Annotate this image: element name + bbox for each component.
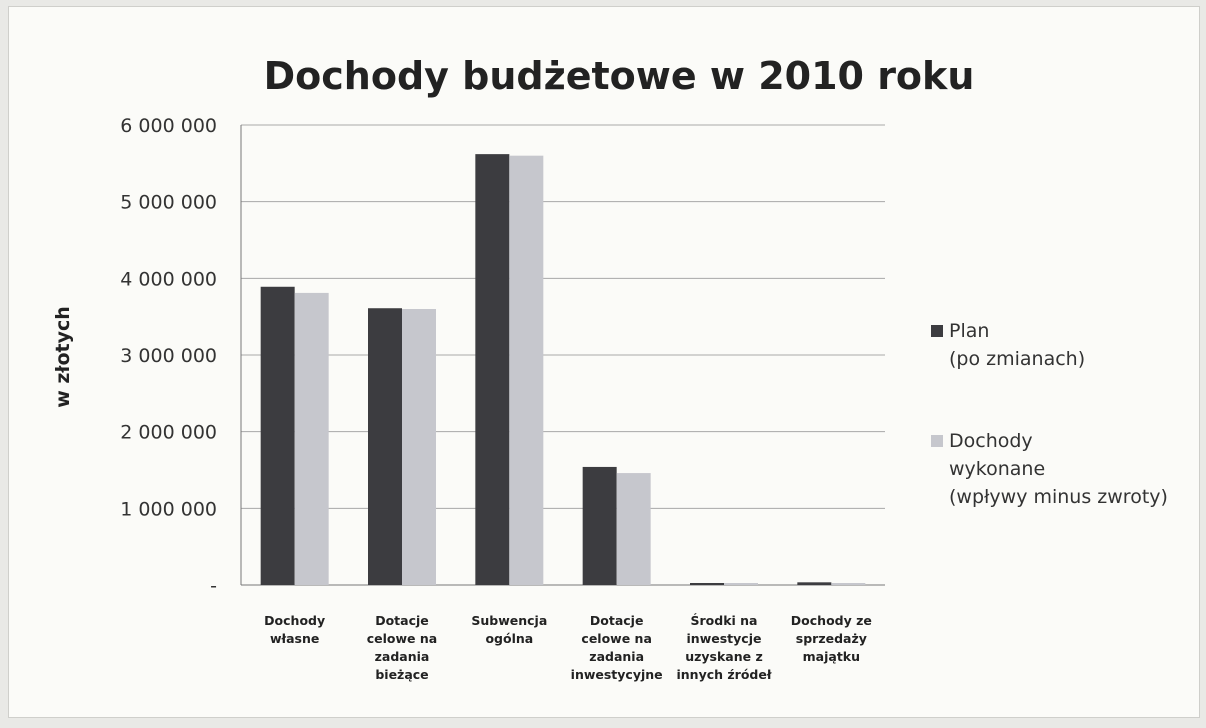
bar bbox=[797, 582, 832, 585]
bar bbox=[616, 473, 651, 585]
bar bbox=[509, 155, 544, 585]
legend-label: Dochody wykonane (wpływy minus zwroty) bbox=[949, 430, 1168, 508]
bar bbox=[831, 583, 866, 585]
y-tick-label: 3 000 000 bbox=[120, 345, 217, 367]
legend-swatch bbox=[931, 435, 943, 447]
bar bbox=[368, 308, 402, 585]
chart-sheet: Dochody budżetowe w 2010 roku w złotych … bbox=[8, 6, 1200, 718]
bar bbox=[582, 466, 617, 585]
y-tick-label: - bbox=[210, 575, 217, 597]
y-tick-label: 1 000 000 bbox=[120, 498, 217, 520]
y-tick-label: 2 000 000 bbox=[120, 422, 217, 444]
x-tick-labels: Dochody własne Dotacje celowe na zadania bież… bbox=[264, 613, 872, 682]
y-tick-label: 6 000 000 bbox=[120, 115, 217, 137]
bar bbox=[402, 309, 436, 585]
gridlines bbox=[240, 124, 885, 586]
bar bbox=[724, 583, 758, 585]
x-tick-label: Środki na inwestycje uzyskane z innych źród… bbox=[677, 613, 772, 682]
y-axis-label: w złotych bbox=[52, 306, 74, 408]
x-tick-label: Subwencja ogólna bbox=[471, 613, 547, 646]
y-tick-labels: - 1 000 000 2 000 000 3 000 000 4 000 000 5 0… bbox=[120, 115, 217, 597]
x-tick-label: Dotacje celowe na zadania bieżące bbox=[367, 613, 437, 682]
bars bbox=[260, 154, 866, 585]
y-tick-label: 4 000 000 bbox=[120, 268, 217, 290]
y-tick-label: 5 000 000 bbox=[120, 192, 217, 214]
legend-swatch bbox=[931, 325, 943, 337]
x-tick-label: Dochody ze sprzedaży majątku bbox=[791, 613, 872, 664]
bar bbox=[690, 583, 724, 585]
x-tick-label: Dotacje celowe na zadania inwestycyjne bbox=[571, 613, 663, 682]
bar bbox=[294, 292, 329, 585]
x-tick-label: Dochody własne bbox=[264, 613, 325, 646]
chart-title: Dochody budżetowe w 2010 roku bbox=[264, 54, 975, 98]
bar bbox=[475, 154, 510, 585]
bar bbox=[260, 286, 295, 585]
chart: Dochody budżetowe w 2010 roku w złotych … bbox=[52, 54, 1168, 682]
legend: Plan (po zmianach) Dochody wykonane (wpływy … bbox=[931, 320, 1168, 508]
legend-label: Plan (po zmianach) bbox=[949, 320, 1085, 370]
